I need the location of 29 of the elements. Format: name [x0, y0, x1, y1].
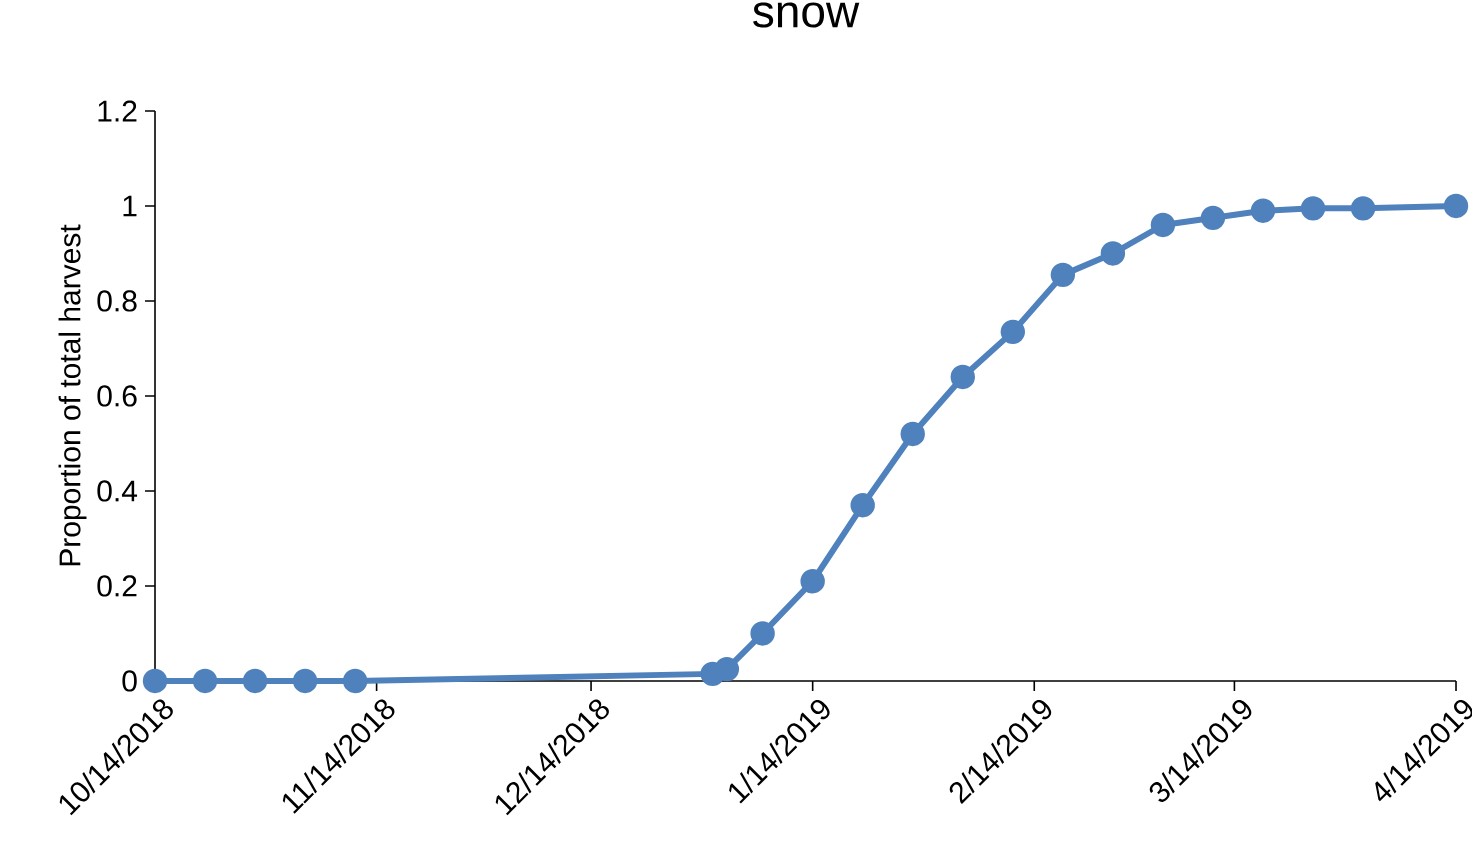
y-axis-title: Proportion of total harvest — [58, 224, 87, 566]
y-tick-label: 0.2 — [97, 575, 137, 597]
point — [1443, 193, 1469, 219]
y-tick-label: 0.6 — [97, 385, 137, 407]
point — [292, 668, 318, 694]
point — [800, 569, 825, 594]
point — [1000, 319, 1026, 345]
point — [1350, 196, 1376, 221]
point — [1050, 262, 1076, 288]
point — [900, 421, 925, 447]
point — [242, 668, 268, 694]
point — [750, 621, 775, 646]
y-tick-label: 1 — [123, 195, 137, 217]
y-tick-label: 0.8 — [97, 290, 137, 312]
y-tick-label: 0.4 — [97, 480, 138, 502]
point — [1150, 212, 1176, 238]
point — [1200, 205, 1226, 231]
point — [192, 668, 218, 694]
chart-title: snow — [753, 2, 860, 28]
point — [1300, 196, 1326, 221]
point — [950, 364, 975, 390]
point — [1250, 198, 1276, 223]
point — [342, 668, 368, 694]
y-tick-label: 1.2 — [98, 100, 137, 122]
point — [714, 656, 740, 682]
point — [142, 668, 168, 694]
point — [1100, 241, 1126, 266]
y-tick-label: 0 — [122, 670, 137, 692]
point — [850, 493, 875, 518]
